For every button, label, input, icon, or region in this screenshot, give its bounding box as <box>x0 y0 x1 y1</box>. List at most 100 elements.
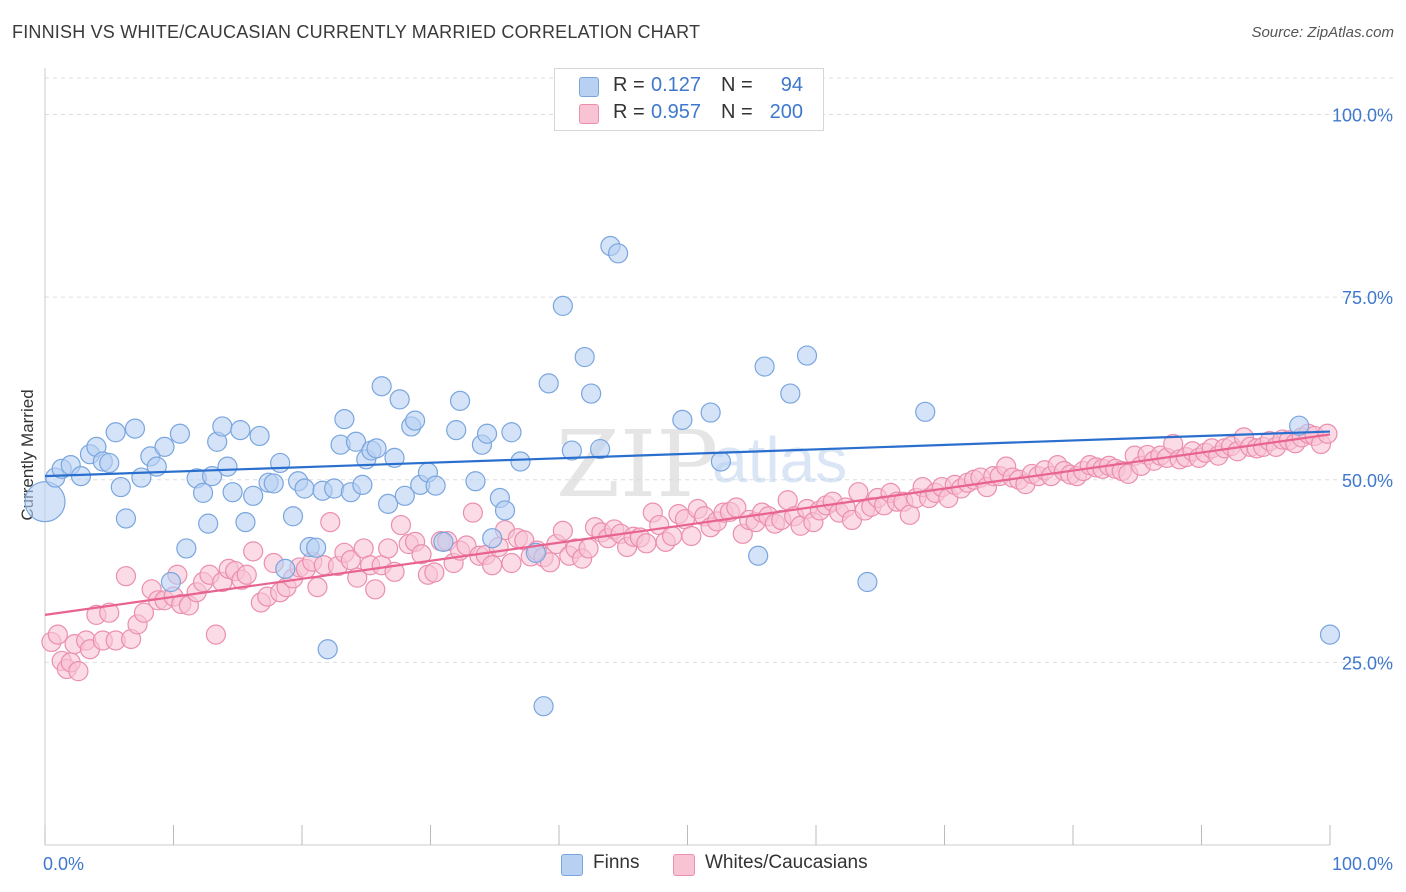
finns-point <box>433 531 454 552</box>
finns-point <box>317 639 338 660</box>
y-tick-label: 25.0% <box>1342 653 1393 673</box>
whites-point <box>681 525 702 547</box>
finns-point <box>222 482 243 503</box>
x-tick-label: 100.0% <box>1332 854 1393 874</box>
finns-point <box>306 537 327 558</box>
finns-point <box>525 542 546 563</box>
whites-point <box>236 564 257 585</box>
finns-point <box>465 471 486 492</box>
watermark-atlas: atlas <box>712 424 847 496</box>
legend-row-finns: R = 0.127 N = 94 <box>555 73 823 99</box>
legend-row-whites: R = 0.957 N = 200 <box>555 100 823 126</box>
finns-point <box>110 476 131 498</box>
n-label: N = <box>721 74 753 96</box>
finns-point <box>482 528 503 549</box>
finns-point <box>282 506 304 527</box>
finns-point <box>105 422 126 443</box>
whites-point <box>133 602 155 623</box>
finns-legend-swatch <box>561 854 583 876</box>
whites-point <box>482 555 503 576</box>
y-tick-label: 75.0% <box>1342 288 1393 308</box>
finns-point <box>24 481 66 523</box>
whites-point <box>99 602 120 623</box>
tick-labels: 25.0% 50.0% 75.0% 100.0% 0.0% 100.0% <box>43 106 1393 874</box>
whites-point <box>47 624 68 645</box>
trend-lines <box>44 430 1331 616</box>
whites-point <box>340 550 361 571</box>
finns-point <box>446 419 467 441</box>
whites-point <box>205 624 227 645</box>
finns-point <box>1319 624 1341 645</box>
finns-point <box>235 512 256 533</box>
finns-legend-label: Finns <box>593 852 640 873</box>
finns-point <box>377 493 399 514</box>
whites-point <box>347 567 368 588</box>
source-credit: Source: ZipAtlas.com <box>1251 24 1394 41</box>
watermark: ZIP atlas <box>556 411 847 518</box>
finns-point <box>334 409 355 430</box>
finns-point <box>243 485 264 506</box>
finns-point <box>857 571 878 593</box>
finns-point <box>99 452 120 474</box>
finns-point <box>389 389 410 410</box>
finns-point <box>270 452 291 474</box>
r-label: R = <box>613 101 645 123</box>
finns-point <box>160 571 182 593</box>
finns-point <box>425 475 446 496</box>
whites-point <box>578 538 599 559</box>
whites-point <box>424 562 445 583</box>
whites-point <box>243 541 264 562</box>
finns-point <box>404 410 426 431</box>
finns-point <box>275 558 296 579</box>
finns-point <box>700 402 721 423</box>
finns-point <box>198 513 219 534</box>
finns-point <box>176 538 197 559</box>
whites-swatch <box>579 104 599 124</box>
finns-point <box>366 438 387 459</box>
finns-point <box>449 390 471 411</box>
whites-point <box>539 552 561 573</box>
r-label: R = <box>613 74 645 96</box>
finns-point <box>115 508 137 529</box>
finns-point <box>345 431 367 452</box>
y-tick-label: 100.0% <box>1332 106 1393 126</box>
whites-trend-line <box>44 433 1331 616</box>
finns-point <box>384 447 405 468</box>
finns-point <box>574 346 595 368</box>
whites-point <box>307 577 328 598</box>
finns-point <box>476 423 498 444</box>
chart-title: FINNISH VS WHITE/CAUCASIAN CURRENTLY MAR… <box>12 22 701 42</box>
finns-point <box>192 482 214 504</box>
whites-point <box>377 538 399 559</box>
whites-point <box>899 504 920 525</box>
finns-point <box>212 416 233 437</box>
finns-point <box>263 473 284 494</box>
finns-point <box>538 373 559 394</box>
finns-point <box>294 478 315 499</box>
finns-point <box>394 485 415 506</box>
finns-point <box>561 440 582 461</box>
whites-point <box>411 544 432 565</box>
finns-point <box>352 474 373 495</box>
whites-point <box>552 520 573 541</box>
finns-point <box>608 243 629 264</box>
finns-point <box>249 425 270 447</box>
finns-point <box>552 295 573 317</box>
whites-point <box>115 566 137 587</box>
n-label: N = <box>721 101 753 123</box>
finns-point <box>494 500 516 521</box>
series-whites-points <box>41 423 1338 682</box>
whites-legend-swatch <box>673 854 695 876</box>
whites-point <box>353 538 374 559</box>
finns-point <box>154 436 175 457</box>
whites-r-value: 0.957 <box>651 101 702 123</box>
whites-n-value: 200 <box>769 101 803 123</box>
whites-point <box>462 502 484 523</box>
whites-point <box>68 661 89 682</box>
whites-point <box>501 552 522 574</box>
finns-point <box>710 451 732 472</box>
finns-n-value: 94 <box>780 74 803 96</box>
finns-swatch <box>579 77 599 97</box>
whites-legend-label: Whites/Caucasians <box>705 852 868 873</box>
